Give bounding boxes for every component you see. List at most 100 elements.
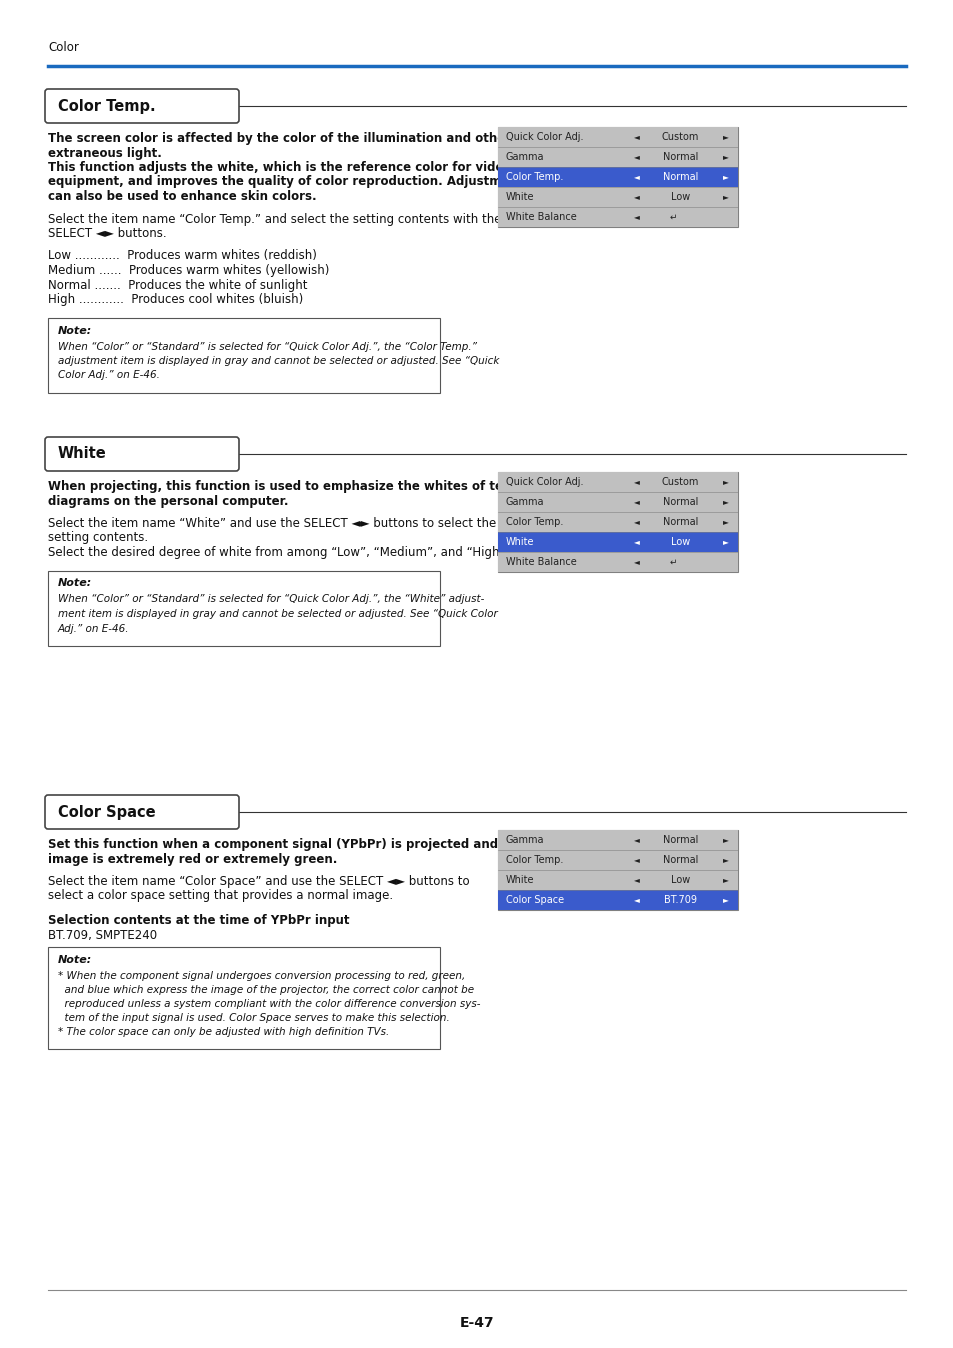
Text: Low: Low bbox=[670, 191, 689, 202]
Text: * The color space can only be adjusted with high definition TVs.: * The color space can only be adjusted w… bbox=[58, 1027, 389, 1037]
Text: Normal: Normal bbox=[662, 173, 698, 182]
Text: can also be used to enhance skin colors.: can also be used to enhance skin colors. bbox=[48, 190, 316, 204]
Bar bbox=[48, 318, 439, 394]
Text: ►: ► bbox=[722, 173, 728, 182]
Text: Gamma: Gamma bbox=[505, 497, 544, 507]
Text: Adj.” on E-46.: Adj.” on E-46. bbox=[58, 624, 130, 634]
Text: White: White bbox=[505, 191, 534, 202]
Text: SELECT ◄► buttons.: SELECT ◄► buttons. bbox=[48, 226, 167, 240]
Text: Custom: Custom bbox=[661, 132, 699, 142]
Text: Color Space: Color Space bbox=[505, 895, 563, 905]
Text: The screen color is affected by the color of the illumination and other: The screen color is affected by the colo… bbox=[48, 132, 511, 146]
Text: Note:: Note: bbox=[58, 325, 92, 336]
Text: ►: ► bbox=[722, 538, 728, 546]
Text: When projecting, this function is used to emphasize the whites of text or: When projecting, this function is used t… bbox=[48, 480, 534, 493]
Text: Low ............  Produces warm whites (reddish): Low ............ Produces warm whites (r… bbox=[48, 249, 316, 263]
Text: ►: ► bbox=[722, 132, 728, 142]
Text: ►: ► bbox=[722, 836, 728, 844]
Bar bbox=[497, 512, 738, 532]
Text: Select the desired degree of white from among “Low”, “Medium”, and “High”.: Select the desired degree of white from … bbox=[48, 546, 509, 559]
Text: ►: ► bbox=[722, 895, 728, 905]
Text: setting contents.: setting contents. bbox=[48, 531, 148, 545]
Text: White Balance: White Balance bbox=[505, 212, 577, 222]
Text: ment item is displayed in gray and cannot be selected or adjusted. See “Quick Co: ment item is displayed in gray and canno… bbox=[58, 609, 497, 619]
Text: ►: ► bbox=[722, 875, 728, 884]
Text: When “Color” or “Standard” is selected for “Quick Color Adj.”, the “Color Temp.”: When “Color” or “Standard” is selected f… bbox=[58, 341, 476, 352]
Text: Quick Color Adj.: Quick Color Adj. bbox=[505, 132, 583, 142]
Bar bbox=[497, 208, 738, 226]
Text: ◄: ◄ bbox=[634, 836, 639, 844]
Text: ◄: ◄ bbox=[634, 538, 639, 546]
Text: Color: Color bbox=[48, 40, 79, 54]
Text: Normal: Normal bbox=[662, 855, 698, 865]
Text: ◄: ◄ bbox=[634, 193, 639, 201]
Text: adjustment item is displayed in gray and cannot be selected or adjusted. See “Qu: adjustment item is displayed in gray and… bbox=[58, 356, 498, 367]
Text: High ............  Produces cool whites (bluish): High ............ Produces cool whites (… bbox=[48, 293, 303, 306]
Text: ►: ► bbox=[722, 477, 728, 487]
Bar bbox=[497, 532, 738, 551]
Text: Gamma: Gamma bbox=[505, 152, 544, 162]
Text: tem of the input signal is used. Color Space serves to make this selection.: tem of the input signal is used. Color S… bbox=[58, 1012, 449, 1023]
Text: ►: ► bbox=[722, 856, 728, 864]
Text: BT.709, SMPTE240: BT.709, SMPTE240 bbox=[48, 929, 157, 942]
Text: and blue which express the image of the projector, the correct color cannot be: and blue which express the image of the … bbox=[58, 985, 474, 995]
Text: Color Space: Color Space bbox=[58, 805, 155, 820]
Text: Color Temp.: Color Temp. bbox=[505, 173, 563, 182]
Text: Normal: Normal bbox=[662, 152, 698, 162]
Bar bbox=[497, 167, 738, 187]
Text: ↵: ↵ bbox=[669, 213, 677, 221]
Text: Note:: Note: bbox=[58, 954, 92, 965]
Text: Low: Low bbox=[670, 537, 689, 547]
Bar bbox=[497, 492, 738, 512]
Bar bbox=[497, 890, 738, 910]
Text: ◄: ◄ bbox=[634, 497, 639, 507]
Bar bbox=[497, 869, 738, 890]
Text: ◄: ◄ bbox=[634, 518, 639, 527]
Bar bbox=[497, 472, 738, 572]
Text: White: White bbox=[505, 537, 534, 547]
Text: BT.709: BT.709 bbox=[663, 895, 697, 905]
Text: Low: Low bbox=[670, 875, 689, 886]
Text: Normal: Normal bbox=[662, 518, 698, 527]
Bar bbox=[497, 551, 738, 572]
Text: * When the component signal undergoes conversion processing to red, green,: * When the component signal undergoes co… bbox=[58, 971, 465, 981]
Text: ◄: ◄ bbox=[634, 173, 639, 182]
Text: Color Temp.: Color Temp. bbox=[58, 98, 155, 113]
Bar bbox=[48, 948, 439, 1049]
Text: Gamma: Gamma bbox=[505, 834, 544, 845]
Text: Color Adj.” on E-46.: Color Adj.” on E-46. bbox=[58, 371, 160, 380]
Bar bbox=[497, 127, 738, 226]
Bar bbox=[497, 851, 738, 869]
Text: Color Temp.: Color Temp. bbox=[505, 518, 563, 527]
Text: ◄: ◄ bbox=[634, 152, 639, 162]
Text: select a color space setting that provides a normal image.: select a color space setting that provid… bbox=[48, 890, 393, 903]
Text: ◄: ◄ bbox=[634, 477, 639, 487]
Text: equipment, and improves the quality of color reproduction. Adjustment: equipment, and improves the quality of c… bbox=[48, 175, 523, 189]
Bar bbox=[497, 147, 738, 167]
Bar bbox=[497, 830, 738, 910]
Text: Select the item name “Color Temp.” and select the setting contents with the: Select the item name “Color Temp.” and s… bbox=[48, 213, 501, 225]
Text: reproduced unless a system compliant with the color difference conversion sys-: reproduced unless a system compliant wit… bbox=[58, 999, 480, 1010]
Text: image is extremely red or extremely green.: image is extremely red or extremely gree… bbox=[48, 852, 337, 865]
Text: Normal: Normal bbox=[662, 834, 698, 845]
FancyBboxPatch shape bbox=[45, 437, 239, 470]
Text: Color Temp.: Color Temp. bbox=[505, 855, 563, 865]
Text: diagrams on the personal computer.: diagrams on the personal computer. bbox=[48, 495, 288, 507]
Text: ►: ► bbox=[722, 497, 728, 507]
Text: E-47: E-47 bbox=[459, 1316, 494, 1330]
Text: ◄: ◄ bbox=[634, 856, 639, 864]
Text: ◄: ◄ bbox=[634, 875, 639, 884]
Bar bbox=[497, 187, 738, 208]
Text: ◄: ◄ bbox=[634, 132, 639, 142]
Text: Select the item name “Color Space” and use the SELECT ◄► buttons to: Select the item name “Color Space” and u… bbox=[48, 875, 469, 888]
Text: ►: ► bbox=[722, 518, 728, 527]
Text: ↵: ↵ bbox=[669, 558, 677, 566]
Text: White: White bbox=[58, 446, 107, 461]
Bar bbox=[497, 830, 738, 851]
Text: Selection contents at the time of YPbPr input: Selection contents at the time of YPbPr … bbox=[48, 914, 349, 927]
Text: ►: ► bbox=[722, 193, 728, 201]
Text: ◄: ◄ bbox=[634, 895, 639, 905]
Bar bbox=[48, 570, 439, 646]
Text: Quick Color Adj.: Quick Color Adj. bbox=[505, 477, 583, 487]
FancyBboxPatch shape bbox=[45, 795, 239, 829]
